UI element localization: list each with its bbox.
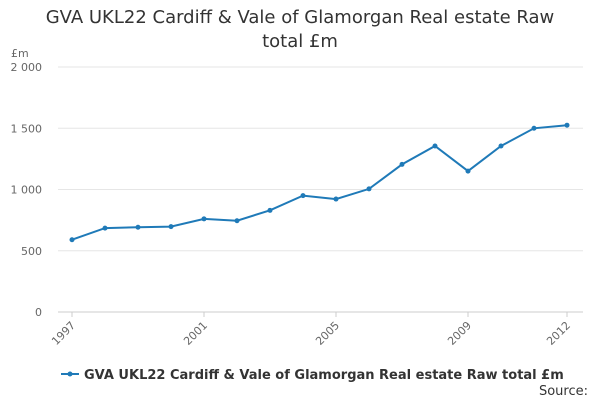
y-axis-unit: £m bbox=[11, 47, 29, 60]
data-point[interactable] bbox=[135, 224, 141, 230]
data-point[interactable] bbox=[69, 237, 75, 243]
y-tick-label: 500 bbox=[21, 245, 42, 258]
y-tick-label: 0 bbox=[35, 306, 42, 319]
series-points bbox=[69, 122, 570, 243]
data-point[interactable] bbox=[399, 161, 405, 167]
data-point[interactable] bbox=[531, 125, 537, 131]
legend-label: GVA UKL22 Cardiff & Vale of Glamorgan Re… bbox=[84, 368, 564, 383]
data-point[interactable] bbox=[564, 122, 570, 128]
y-axis-ticks: 0 500 1 000 1 500 2 000 bbox=[11, 61, 43, 319]
data-point[interactable] bbox=[333, 196, 339, 202]
data-point[interactable] bbox=[267, 207, 273, 213]
data-point[interactable] bbox=[168, 224, 174, 230]
x-tick-label: 1997 bbox=[49, 319, 78, 348]
data-point[interactable] bbox=[234, 218, 240, 224]
series-line bbox=[71, 124, 568, 241]
y-tick-label: 2 000 bbox=[11, 61, 43, 74]
data-point[interactable] bbox=[300, 193, 306, 199]
chart-title: GVA UKL22 Cardiff & Vale of Glamorgan Re… bbox=[45, 7, 555, 52]
y-tick-label: 1 000 bbox=[11, 184, 43, 197]
x-tick-label: 2012 bbox=[544, 319, 573, 348]
legend[interactable]: GVA UKL22 Cardiff & Vale of Glamorgan Re… bbox=[61, 368, 564, 383]
x-tick-label: 2009 bbox=[445, 319, 474, 348]
data-point[interactable] bbox=[498, 143, 504, 149]
data-point[interactable] bbox=[102, 225, 108, 231]
x-tick-label: 2001 bbox=[181, 319, 210, 348]
data-point[interactable] bbox=[201, 216, 207, 222]
gridlines bbox=[58, 66, 583, 313]
data-point[interactable] bbox=[366, 186, 372, 192]
data-point[interactable] bbox=[465, 168, 471, 174]
legend-swatch-marker bbox=[67, 371, 73, 377]
source-label: Source: bbox=[539, 384, 588, 399]
data-point[interactable] bbox=[432, 143, 438, 149]
y-tick-label: 1 500 bbox=[11, 122, 43, 135]
x-axis-ticks: 1997 2001 2005 2009 2012 bbox=[49, 312, 573, 348]
x-tick-label: 2005 bbox=[313, 319, 342, 348]
